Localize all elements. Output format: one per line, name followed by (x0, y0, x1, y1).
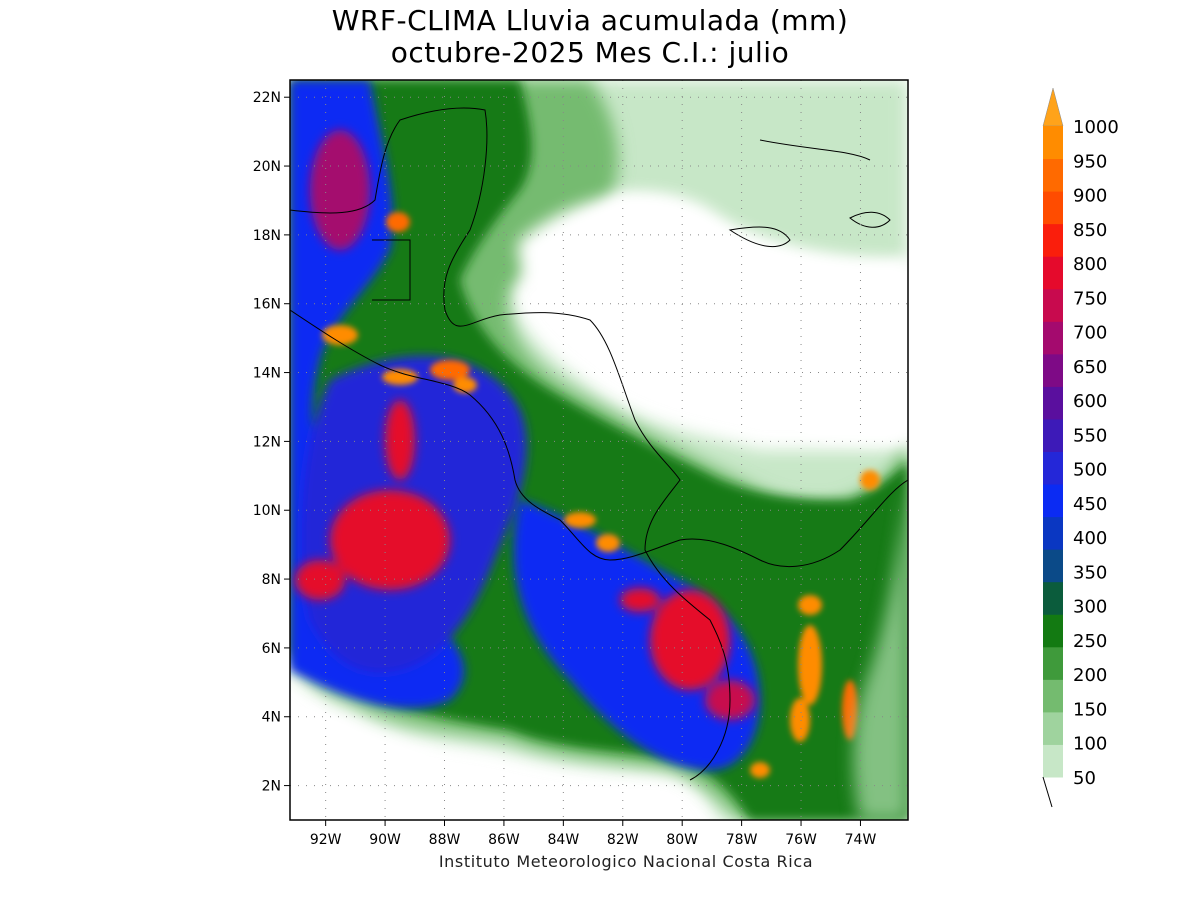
colorbar-label-4: 250 (1073, 631, 1107, 652)
colorbar-swatch-19 (1043, 126, 1063, 160)
lon-tick-label-5: 82W (607, 832, 639, 848)
colorbar-label-7: 400 (1073, 528, 1107, 549)
colorbar-label-1: 100 (1073, 734, 1107, 755)
colorbar-label-2: 150 (1073, 699, 1107, 720)
colorbar-swatch-15 (1043, 256, 1063, 290)
colorbar-label-17: 900 (1073, 186, 1107, 207)
colorbar-label-15: 800 (1073, 254, 1107, 275)
lat-tick-label-2: 18N (253, 228, 281, 244)
colorbar-swatch-9 (1043, 451, 1063, 485)
rainfall-map (290, 80, 908, 820)
colorbar-label-16: 850 (1073, 220, 1107, 241)
colorbar-label-8: 450 (1073, 494, 1107, 515)
colorbar-swatch-13 (1043, 321, 1063, 355)
lat-tick-label-5: 12N (253, 434, 281, 450)
colorbar-swatch-5 (1043, 581, 1063, 615)
colorbar-swatch-8 (1043, 484, 1063, 518)
colorbar-swatch-14 (1043, 288, 1063, 322)
colorbar-label-14: 750 (1073, 288, 1107, 309)
colorbar-label-12: 650 (1073, 357, 1107, 378)
colorbar-swatch-0 (1043, 744, 1063, 778)
lat-tick-label-1: 20N (253, 159, 281, 175)
colorbar-swatch-7 (1043, 516, 1063, 550)
colorbar-label-18: 950 (1073, 151, 1107, 172)
colorbar-label-9: 500 (1073, 460, 1107, 481)
colorbar-label-19: 1000 (1073, 117, 1119, 138)
colorbar-label-13: 700 (1073, 323, 1107, 344)
colorbar-swatch-11 (1043, 386, 1063, 420)
colorbar-swatch-2 (1043, 679, 1063, 713)
rainfall-field-svg (290, 80, 908, 820)
map-title-line1: WRF-CLIMA Lluvia acumulada (mm) (331, 4, 849, 37)
lat-tick-label-9: 4N (262, 710, 281, 726)
map-title-line2: octubre-2025 Mes C.I.: julio (390, 36, 790, 69)
colorbar-bottom-tail (1042, 776, 1053, 808)
colorbar-label-0: 50 (1073, 768, 1096, 789)
lat-tick-label-8: 6N (262, 641, 281, 657)
lat-tick-label-3: 16N (253, 297, 281, 313)
colorbar-label-10: 550 (1073, 425, 1107, 446)
lat-tick-label-10: 2N (262, 779, 281, 795)
colorbar-swatch-6 (1043, 549, 1063, 583)
lon-tick-label-0: 92W (310, 832, 342, 848)
colorbar-swatch-18 (1043, 158, 1063, 192)
colorbar-swatch-12 (1043, 353, 1063, 387)
colorbar-label-11: 600 (1073, 391, 1107, 412)
colorbar-swatch-10 (1043, 418, 1063, 452)
lon-tick-label-8: 76W (785, 832, 817, 848)
lon-tick-label-3: 86W (488, 832, 520, 848)
colorbar-label-6: 350 (1073, 562, 1107, 583)
lon-tick-label-9: 74W (845, 832, 877, 848)
lat-tick-label-6: 10N (253, 503, 281, 519)
colorbar-top-arrow (1042, 87, 1064, 127)
colorbar-label-5: 300 (1073, 597, 1107, 618)
lon-tick-label-7: 78W (726, 832, 758, 848)
lat-tick-label-4: 14N (253, 366, 281, 382)
lat-tick-label-7: 8N (262, 572, 281, 588)
lon-tick-label-1: 90W (369, 832, 401, 848)
lon-tick-label-4: 84W (548, 832, 580, 848)
colorbar-swatch-1 (1043, 711, 1063, 745)
colorbar-swatch-17 (1043, 191, 1063, 225)
credit-line: Instituto Meteorologico Nacional Costa R… (438, 852, 814, 871)
colorbar-label-3: 200 (1073, 665, 1107, 686)
lon-tick-label-2: 88W (429, 832, 461, 848)
colorbar-legend: 50 100 150 200 250 300 350 400 450 500 550 600 650 70… (1042, 87, 1119, 808)
colorbar-swatch-3 (1043, 646, 1063, 680)
colorbar-swatch-4 (1043, 614, 1063, 648)
colorbar-swatch-16 (1043, 223, 1063, 257)
lon-tick-label-6: 80W (666, 832, 698, 848)
lat-tick-label-0: 22N (253, 90, 281, 106)
